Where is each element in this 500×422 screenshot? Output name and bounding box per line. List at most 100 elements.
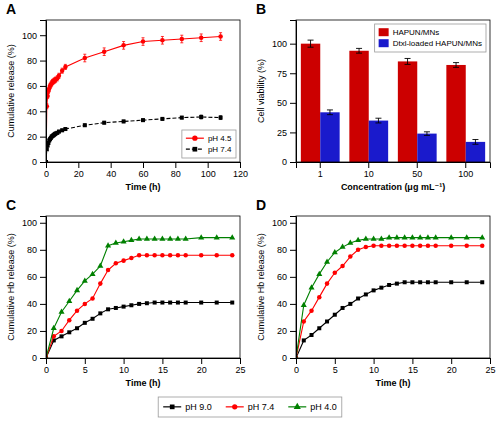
- panel: 0510152025020406080100Time (h)Cumulative…: [256, 197, 496, 388]
- x-tick: 5: [333, 358, 338, 375]
- error-bar: [122, 42, 125, 50]
- x-tick-mark: [412, 358, 413, 364]
- y-tick-label: 20: [27, 326, 37, 336]
- legend-item: pH 9.0: [163, 402, 212, 412]
- bar: [301, 44, 320, 162]
- point: [167, 235, 173, 240]
- x-tick-label: 0: [294, 365, 299, 375]
- point: [121, 258, 126, 263]
- legend-label: pH 4.0: [310, 402, 337, 412]
- x-tick-label: 0: [44, 169, 49, 179]
- point: [364, 245, 369, 250]
- point: [218, 34, 223, 39]
- point: [122, 305, 126, 309]
- y-tick-label: 0: [282, 353, 287, 363]
- x-tick-mark: [111, 162, 112, 168]
- legend-item: Dtxl-loaded HAPUN/MNs: [379, 39, 482, 48]
- plot-frame: [296, 216, 490, 358]
- y-tick: 80: [27, 245, 46, 255]
- x-axis-title: Concentration (μg mL⁻¹): [341, 182, 445, 192]
- point: [176, 253, 181, 258]
- point: [372, 288, 376, 292]
- y-tick-label: 40: [27, 107, 37, 117]
- x-tick: 15: [158, 358, 168, 375]
- point: [106, 307, 110, 311]
- error-bar: [453, 63, 459, 68]
- legend-label: pH 4.5: [208, 134, 232, 143]
- panel: 0510152025020406080100Time (h)Cumulative…: [6, 197, 246, 388]
- x-tick-mark: [335, 358, 336, 364]
- point: [83, 302, 88, 307]
- point: [410, 243, 415, 248]
- point: [464, 243, 469, 248]
- point: [75, 326, 79, 330]
- y-tick: 0: [282, 353, 296, 363]
- point: [230, 301, 234, 305]
- y-tick-label: 60: [27, 272, 37, 282]
- point: [403, 280, 407, 284]
- error-bar: [64, 128, 67, 131]
- point: [153, 301, 157, 305]
- point: [63, 65, 68, 70]
- point: [215, 301, 219, 305]
- point: [160, 117, 164, 121]
- point: [198, 234, 204, 239]
- point: [199, 35, 204, 40]
- x-tick-mark: [162, 358, 163, 364]
- point: [183, 235, 189, 240]
- point: [176, 301, 180, 305]
- point: [309, 308, 314, 313]
- y-tick: 0: [282, 157, 296, 167]
- legend-swatch: [379, 28, 389, 36]
- y-axis-line: [40, 21, 47, 163]
- y-tick-label: 80: [277, 245, 287, 255]
- error-bar: [161, 118, 164, 121]
- y-tick-label: 75: [277, 69, 287, 79]
- legend-item: pH 4.5: [186, 134, 232, 143]
- y-tick: 100: [22, 218, 46, 228]
- y-tick-mark: [40, 86, 46, 87]
- legend-label: HAPUN/MNs: [393, 28, 440, 37]
- point: [434, 280, 438, 284]
- point: [83, 56, 88, 61]
- point: [379, 243, 384, 248]
- point: [410, 280, 414, 284]
- point: [102, 49, 107, 54]
- x-tick: 50: [412, 162, 422, 179]
- x-tick-mark: [175, 162, 176, 168]
- legend-item: pH 4.0: [288, 402, 337, 412]
- point: [230, 253, 235, 258]
- x-tick: 15: [408, 358, 418, 375]
- y-axis: 020406080100: [272, 217, 297, 364]
- legend-swatch: [379, 39, 389, 47]
- series-line: [46, 303, 232, 358]
- error-bar: [180, 35, 183, 43]
- legend: pH 4.5pH 7.4: [182, 130, 236, 158]
- x-axis-title: Time (h): [126, 378, 161, 388]
- x-tick: 1: [318, 162, 323, 179]
- point: [395, 243, 400, 248]
- y-tick: 80: [27, 56, 46, 66]
- point: [316, 271, 322, 276]
- point: [58, 309, 64, 314]
- y-tick-label: 100: [22, 31, 37, 41]
- plot-area: [296, 234, 485, 358]
- y-tick: 50: [277, 98, 296, 108]
- error-bar: [83, 54, 86, 62]
- point: [426, 280, 430, 284]
- x-tick-mark: [143, 162, 144, 168]
- point: [347, 240, 353, 245]
- series-line: [46, 255, 232, 358]
- point: [418, 280, 422, 284]
- point: [449, 280, 453, 284]
- point: [480, 243, 485, 248]
- x-tick: 80: [171, 162, 181, 179]
- x-axis: 0510152025: [294, 358, 496, 375]
- y-tick-mark: [40, 223, 46, 224]
- x-axis: 020406080100120: [44, 162, 248, 179]
- x-tick: 10: [119, 358, 129, 375]
- point: [83, 321, 87, 325]
- point: [114, 261, 119, 266]
- error-bar: [57, 130, 60, 133]
- point: [83, 123, 87, 127]
